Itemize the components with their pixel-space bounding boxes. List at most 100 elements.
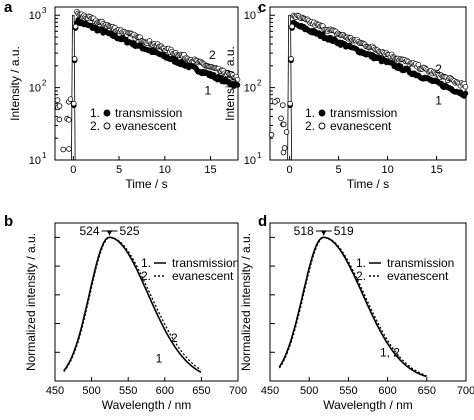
- data-point: [462, 83, 469, 90]
- legend-number: 2.: [356, 269, 366, 283]
- panel-label: b: [4, 213, 13, 230]
- data-point: [234, 76, 241, 83]
- y-tick-label: 10: [29, 155, 41, 167]
- x-tick-label: 700: [457, 385, 474, 397]
- axes-frame: [54, 222, 239, 382]
- x-axis-label: Wavelength / nm: [102, 398, 192, 412]
- peak-label: 525: [120, 224, 140, 238]
- y-axis-label: Normalized intensity / a.u.: [239, 233, 253, 371]
- legend: 1. transmission 2. evanescent: [305, 106, 397, 133]
- legend-number: 2.: [141, 269, 151, 283]
- y-tick-exponent: 1: [257, 151, 262, 160]
- series-transmission: [287, 19, 469, 109]
- panel-label: c: [258, 0, 266, 16]
- y-tick-exponent: 3: [42, 6, 47, 15]
- data-point: [287, 100, 293, 107]
- curve-label: 1: [435, 94, 442, 108]
- curve-label: 2: [209, 48, 216, 62]
- y-tick-label: 10: [29, 83, 41, 95]
- x-tick-label: 650: [418, 385, 436, 397]
- y-tick-label: 10: [244, 155, 256, 167]
- legend: 1. transmission 2. evanescent: [90, 106, 182, 133]
- x-tick-label: 10: [159, 164, 171, 176]
- data-point: [272, 99, 278, 105]
- y-axis-label: Intensity / a.u.: [223, 46, 237, 121]
- data-point: [281, 145, 288, 151]
- excitation-pulse: [71, 14, 76, 161]
- x-tick-label: 500: [82, 385, 100, 397]
- curve-label: 1, 2: [380, 346, 400, 360]
- legend-marker: [318, 122, 326, 130]
- data-point: [280, 102, 286, 108]
- legend-label: evanescent: [330, 119, 392, 133]
- legend-number: 1.: [90, 106, 100, 120]
- legend-number: 1.: [141, 256, 151, 270]
- y-tick-exponent: 2: [42, 79, 47, 88]
- series-line-transmission: [63, 236, 202, 374]
- x-tick-label: 5: [116, 164, 122, 176]
- legend: 1. transmission 2. evanescent: [356, 256, 454, 283]
- legend-marker: [103, 122, 111, 130]
- x-tick-label: 15: [204, 164, 216, 176]
- series-evanescent: [54, 8, 241, 153]
- x-tick-label: 450: [261, 385, 279, 397]
- x-tick-label: 15: [430, 164, 442, 176]
- panel-d: d 450 500 550 600 650 700 Wavelength / nm Normal…: [239, 213, 474, 412]
- data-point: [234, 82, 241, 88]
- y-tick-label: 10: [29, 10, 41, 22]
- panel-b: b 450 500 550 600 650 700 Wavelength / nm Normal…: [4, 213, 247, 412]
- legend-label: evanescent: [387, 269, 449, 283]
- data-point: [283, 129, 290, 135]
- data-point: [280, 149, 287, 156]
- x-axis-label: Wavelength / nm: [323, 398, 413, 412]
- y-tick-exponent: 2: [257, 79, 262, 88]
- x-tick-label: 550: [339, 385, 357, 397]
- legend-marker: [103, 109, 111, 117]
- peak-label: 519: [334, 224, 354, 238]
- legend-number: 2.: [90, 119, 100, 133]
- x-tick-label: 600: [378, 385, 396, 397]
- x-tick-label: 600: [156, 385, 174, 397]
- data-point: [56, 103, 63, 109]
- legend-label: transmission: [387, 256, 454, 270]
- series-transmission: [70, 17, 241, 109]
- x-tick-label: 700: [229, 385, 247, 397]
- peak-arrowhead: [320, 230, 327, 236]
- x-tick-label: 450: [46, 385, 64, 397]
- panel-label: d: [258, 213, 267, 230]
- axes-frame: [269, 222, 467, 382]
- series-line-evanescent: [278, 236, 427, 377]
- x-tick-label: 10: [381, 164, 393, 176]
- curve-label: 2: [171, 331, 178, 345]
- data-point: [66, 117, 72, 123]
- data-point: [71, 56, 78, 62]
- legend-label: transmission: [172, 256, 239, 270]
- data-point: [462, 90, 469, 97]
- legend-number: 1.: [305, 106, 315, 120]
- curve-label: 2: [435, 62, 442, 76]
- data-point: [280, 121, 287, 128]
- data-point: [60, 146, 67, 153]
- x-tick-label: 5: [336, 164, 342, 176]
- x-tick-label: 550: [119, 385, 137, 397]
- excitation-pulse: [287, 14, 292, 161]
- data-point: [54, 97, 61, 103]
- data-point: [268, 131, 275, 138]
- y-tick-label: 10: [244, 10, 256, 22]
- peak-label: 524: [80, 224, 100, 238]
- y-axis-label: Intensity / a.u.: [8, 46, 22, 121]
- legend: 1. transmission 2. evanescent: [141, 256, 239, 283]
- legend-label: transmission: [115, 106, 182, 120]
- curve-label: 1: [204, 84, 211, 98]
- legend-marker: [318, 109, 326, 117]
- data-point: [72, 23, 79, 30]
- y-axis-label: Normalized intensity / a.u.: [24, 233, 38, 371]
- x-tick-label: 500: [300, 385, 318, 397]
- data-point: [289, 23, 295, 30]
- x-axis-label: Time / s: [125, 177, 167, 191]
- peak-arrowhead: [106, 230, 113, 236]
- series-line-transmission: [278, 236, 427, 378]
- data-point: [288, 56, 294, 62]
